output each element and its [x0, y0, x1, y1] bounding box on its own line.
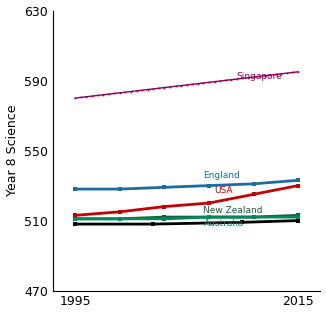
- Text: Singapore: Singapore: [237, 72, 283, 81]
- Text: England: England: [203, 171, 240, 181]
- Y-axis label: Year 8 Science: Year 8 Science: [6, 105, 19, 196]
- Text: Australia: Australia: [203, 219, 244, 228]
- Text: New Zealand: New Zealand: [203, 206, 263, 215]
- Text: USA: USA: [215, 186, 233, 195]
